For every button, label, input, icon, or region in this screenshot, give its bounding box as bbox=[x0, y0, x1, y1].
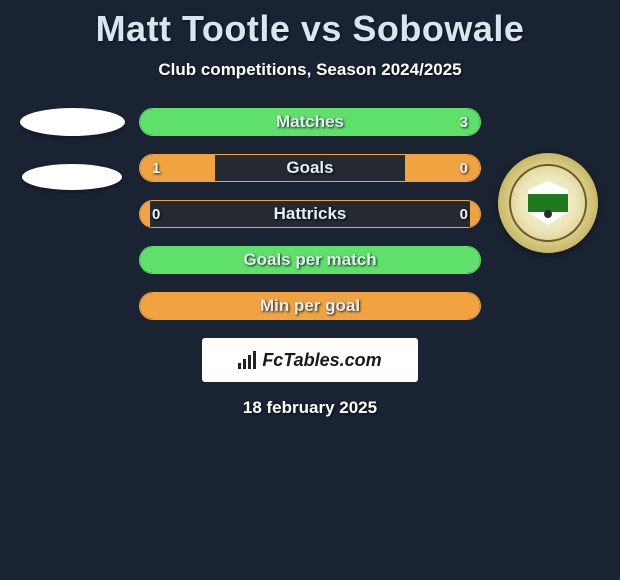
right-player-crest bbox=[498, 153, 598, 253]
date-label: 18 february 2025 bbox=[0, 398, 620, 418]
chart-icon bbox=[238, 351, 256, 369]
left-player-emblem-2 bbox=[22, 164, 122, 190]
crest-shield-icon bbox=[528, 181, 568, 225]
comparison-main: Matches 3 1 Goals 0 0 Hattricks 0 bbox=[0, 108, 620, 320]
stat-bars: Matches 3 1 Goals 0 0 Hattricks 0 bbox=[139, 108, 481, 320]
stat-label: Matches bbox=[140, 112, 480, 132]
stat-label: Hattricks bbox=[140, 204, 480, 224]
stat-val-right: 0 bbox=[460, 206, 468, 223]
stat-label: Goals bbox=[140, 158, 480, 178]
stat-row-goals-per-match: Goals per match bbox=[139, 246, 481, 274]
brand-logo[interactable]: FcTables.com bbox=[202, 338, 418, 382]
brand-text: FcTables.com bbox=[262, 350, 381, 371]
subtitle: Club competitions, Season 2024/2025 bbox=[0, 60, 620, 80]
stat-row-matches: Matches 3 bbox=[139, 108, 481, 136]
right-player-avatar bbox=[493, 108, 603, 253]
stat-label: Min per goal bbox=[140, 296, 480, 316]
stat-row-goals: 1 Goals 0 bbox=[139, 154, 481, 182]
stat-val-right: 0 bbox=[460, 160, 468, 177]
page-title: Matt Tootle vs Sobowale bbox=[0, 8, 620, 50]
stat-row-hattricks: 0 Hattricks 0 bbox=[139, 200, 481, 228]
left-player-avatar bbox=[17, 108, 127, 190]
stat-val-right: 3 bbox=[460, 114, 468, 131]
stat-row-min-per-goal: Min per goal bbox=[139, 292, 481, 320]
left-player-emblem-1 bbox=[20, 108, 125, 136]
stat-label: Goals per match bbox=[140, 250, 480, 270]
